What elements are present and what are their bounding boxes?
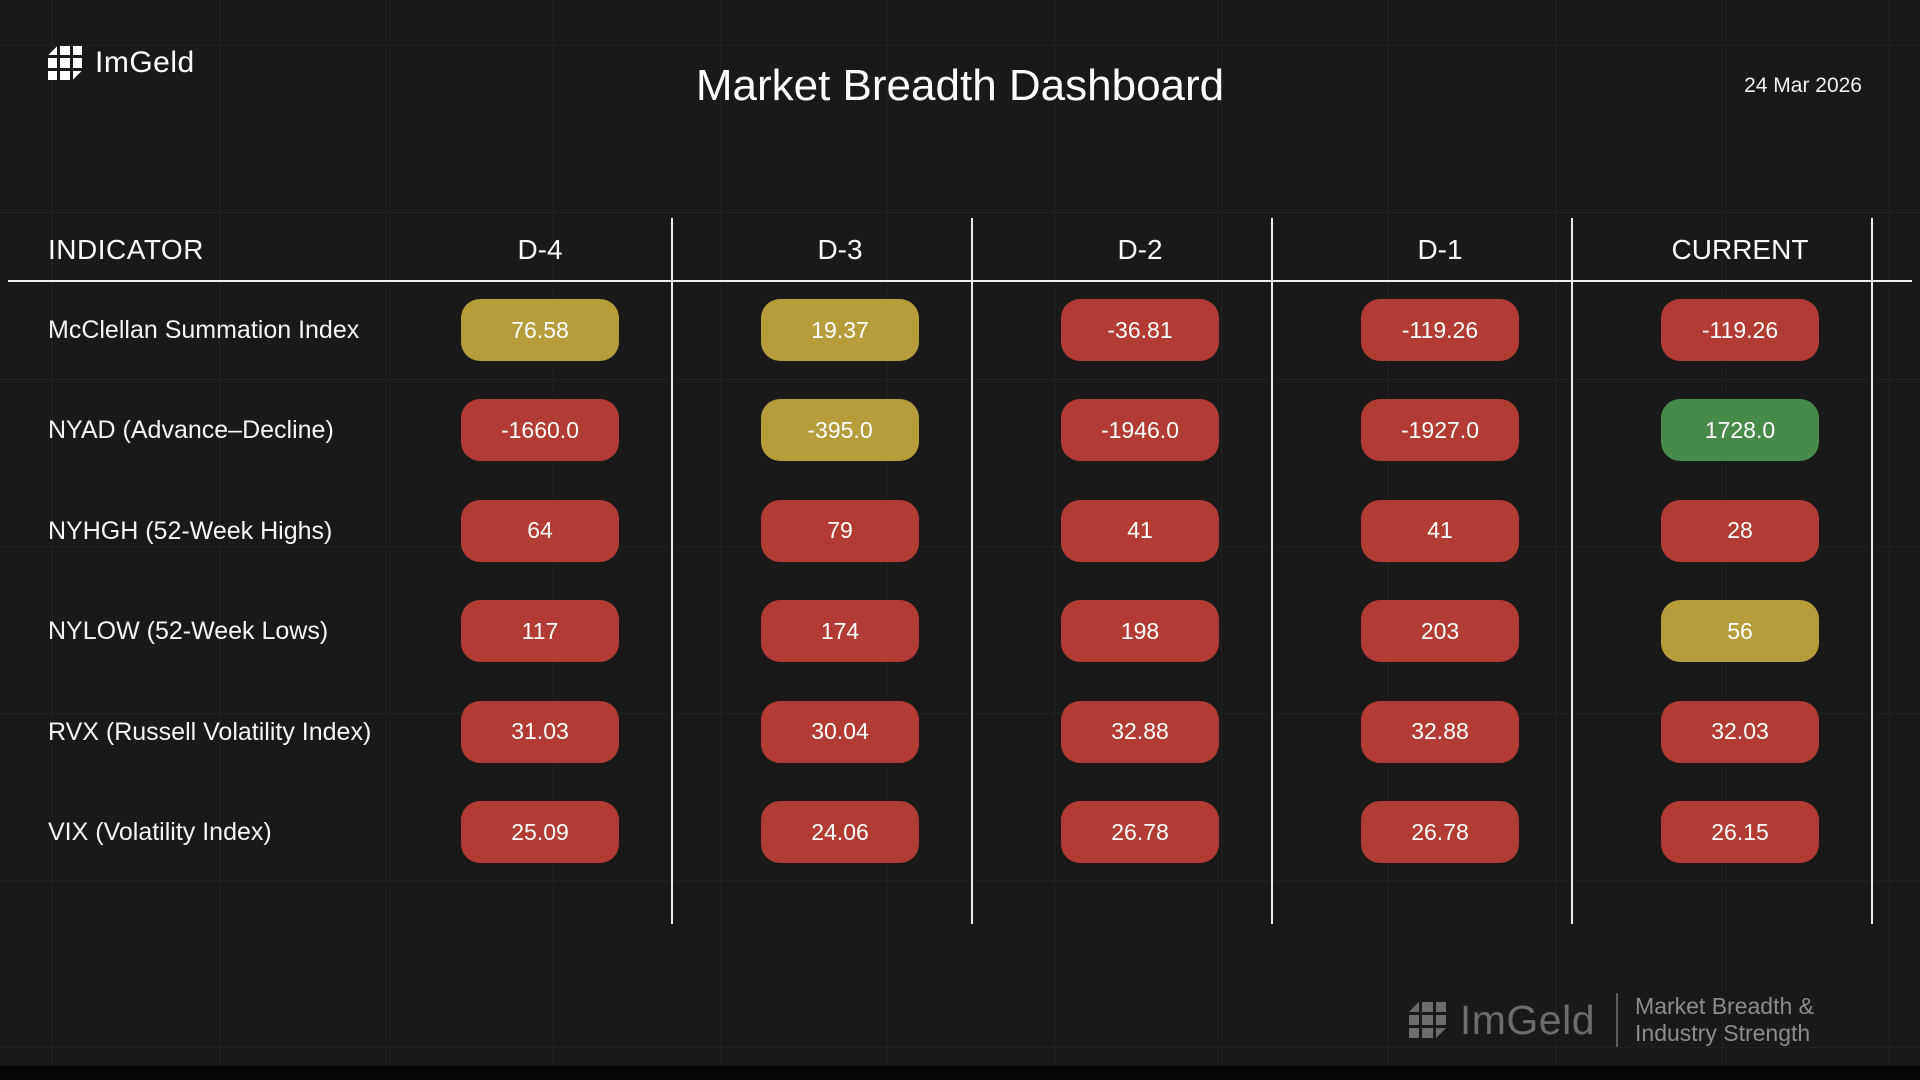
- bottom-bar: [0, 1066, 1920, 1080]
- value-pill: 26.78: [1061, 801, 1219, 863]
- value-pill: 56: [1661, 600, 1819, 663]
- table-row: VIX (Volatility Index) 25.09 24.06 26.78 26.…: [0, 800, 1920, 864]
- column-header-indicator: INDICATOR: [48, 234, 204, 265]
- value-pill: -36.81: [1061, 299, 1219, 361]
- value-pill: 64: [461, 499, 619, 562]
- value-pill: 32.88: [1361, 700, 1519, 763]
- indicator-label: NYLOW (52-Week Lows): [48, 617, 329, 646]
- column-header-current: CURRENT: [1671, 234, 1809, 265]
- column-separator: [1271, 218, 1273, 924]
- column-header-d-3: D-3: [817, 234, 863, 265]
- value-pill: 26.78: [1361, 801, 1519, 863]
- imgeld-logo-icon: [48, 46, 82, 80]
- table-row: McClellan Summation Index 76.58 19.37 -36.8…: [0, 298, 1920, 362]
- value-pill: 26.15: [1661, 801, 1819, 863]
- column-separator: [1571, 218, 1573, 924]
- value-pill: -119.26: [1661, 299, 1819, 361]
- column-separator: [971, 218, 973, 924]
- value-pill: 1728.0: [1661, 399, 1819, 462]
- value-pill: 19.37: [761, 299, 919, 361]
- value-pill: 25.09: [461, 801, 619, 863]
- column-header-d-4: D-4: [517, 234, 563, 265]
- page-title: Market Breadth Dashboard: [695, 61, 1225, 110]
- column-header-d-2: D-2: [1117, 234, 1163, 265]
- report-date: 24 Mar 2026: [1744, 74, 1862, 97]
- indicator-label: VIX (Volatility Index): [48, 818, 272, 846]
- footer-brand: ImGeld Market Breadth & Industry Strengt…: [1408, 988, 1814, 1052]
- table-row: NYLOW (52-Week Lows) 117 174 198 203 56: [0, 599, 1920, 663]
- value-pill: -1946.0: [1061, 399, 1219, 462]
- value-pill: 31.03: [461, 700, 619, 763]
- footer-brand-name: ImGeld: [1459, 996, 1596, 1043]
- value-pill: -1660.0: [461, 399, 619, 462]
- value-pill: 24.06: [761, 801, 919, 863]
- indicator-label: NYAD (Advance–Decline): [48, 416, 334, 445]
- value-pill: 174: [761, 600, 919, 663]
- value-pill: 32.88: [1061, 700, 1219, 763]
- value-pill: 32.03: [1661, 700, 1819, 763]
- value-pill: -119.26: [1361, 299, 1519, 361]
- column-separator: [1871, 218, 1873, 924]
- header-underline: [8, 280, 1912, 282]
- indicator-label: RVX (Russell Volatility Index): [48, 717, 372, 746]
- footer-tagline-line2: Industry Strength: [1635, 1020, 1811, 1046]
- footer-tagline-line1: Market Breadth &: [1635, 993, 1814, 1019]
- indicator-label: McClellan Summation Index: [48, 316, 360, 344]
- table-row: NYAD (Advance–Decline) -1660.0 -395.0 -1946…: [0, 398, 1920, 462]
- value-pill: 28: [1661, 499, 1819, 562]
- table-row: RVX (Russell Volatility Index) 31.03 30.04…: [0, 700, 1920, 764]
- imgeld-logo-icon: [1408, 1001, 1446, 1039]
- value-pill: -1927.0: [1361, 399, 1519, 462]
- value-pill: -395.0: [761, 399, 919, 462]
- value-pill: 198: [1061, 600, 1219, 663]
- header-brand: ImGeld: [48, 46, 195, 80]
- value-pill: 76.58: [461, 299, 619, 361]
- value-pill: 41: [1061, 499, 1219, 562]
- indicator-label: NYHGH (52-Week Highs): [48, 516, 333, 545]
- brand-name: ImGeld: [95, 46, 195, 79]
- value-pill: 30.04: [761, 700, 919, 763]
- column-header-d-1: D-1: [1417, 234, 1463, 265]
- value-pill: 117: [461, 600, 619, 663]
- value-pill: 41: [1361, 499, 1519, 562]
- column-separator: [671, 218, 673, 924]
- value-pill: 203: [1361, 600, 1519, 663]
- footer-divider: [1616, 993, 1619, 1047]
- footer-tagline: Market Breadth & Industry Strength: [1635, 993, 1814, 1047]
- value-pill: 79: [761, 499, 919, 562]
- table-row: NYHGH (52-Week Highs) 64 79 41 41 28: [0, 499, 1920, 563]
